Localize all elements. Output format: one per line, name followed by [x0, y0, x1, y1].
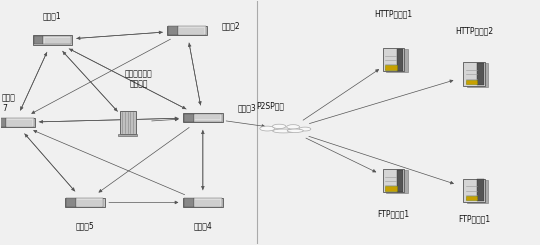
FancyBboxPatch shape [167, 26, 207, 35]
FancyBboxPatch shape [385, 186, 397, 191]
Text: P2SP网络: P2SP网络 [256, 101, 285, 110]
FancyBboxPatch shape [477, 63, 484, 85]
Ellipse shape [272, 124, 286, 129]
FancyBboxPatch shape [386, 49, 408, 72]
FancyBboxPatch shape [0, 118, 35, 127]
FancyBboxPatch shape [383, 169, 404, 192]
FancyBboxPatch shape [383, 48, 404, 71]
FancyBboxPatch shape [465, 80, 477, 84]
FancyBboxPatch shape [463, 62, 485, 86]
Text: 客户端3: 客户端3 [238, 103, 256, 112]
Ellipse shape [299, 127, 311, 131]
Text: FTP服务器1: FTP服务器1 [458, 215, 490, 223]
Ellipse shape [287, 129, 303, 133]
Text: 客户端4: 客户端4 [193, 222, 212, 231]
FancyBboxPatch shape [194, 198, 221, 207]
FancyBboxPatch shape [467, 180, 488, 203]
FancyBboxPatch shape [463, 179, 485, 202]
FancyBboxPatch shape [32, 35, 72, 45]
FancyBboxPatch shape [119, 111, 136, 134]
Text: 客户端5: 客户端5 [75, 222, 94, 231]
FancyBboxPatch shape [385, 65, 397, 70]
Text: 客户端
7: 客户端 7 [2, 93, 16, 113]
FancyBboxPatch shape [386, 170, 408, 193]
FancyBboxPatch shape [183, 113, 222, 122]
FancyBboxPatch shape [168, 26, 178, 35]
FancyBboxPatch shape [6, 118, 33, 127]
FancyBboxPatch shape [0, 118, 6, 127]
Text: HTTP服务器1: HTTP服务器1 [375, 9, 413, 18]
Ellipse shape [260, 126, 275, 131]
Text: 第一台服务器
（种子）: 第一台服务器 （种子） [125, 69, 152, 89]
Text: 客户端1: 客户端1 [43, 12, 62, 21]
FancyBboxPatch shape [43, 36, 71, 44]
FancyBboxPatch shape [66, 198, 76, 207]
FancyBboxPatch shape [184, 113, 194, 122]
FancyBboxPatch shape [397, 49, 403, 71]
FancyBboxPatch shape [467, 63, 488, 87]
FancyBboxPatch shape [183, 197, 222, 207]
FancyBboxPatch shape [76, 198, 104, 207]
FancyBboxPatch shape [65, 197, 105, 207]
FancyBboxPatch shape [184, 198, 194, 207]
Text: HTTP服务器2: HTTP服务器2 [455, 26, 493, 35]
Ellipse shape [273, 129, 294, 133]
FancyBboxPatch shape [194, 113, 221, 122]
FancyBboxPatch shape [33, 36, 43, 44]
FancyBboxPatch shape [118, 134, 137, 136]
FancyBboxPatch shape [178, 26, 206, 35]
Ellipse shape [287, 125, 300, 129]
FancyBboxPatch shape [397, 170, 403, 192]
FancyBboxPatch shape [477, 179, 484, 201]
Text: FTP服务器1: FTP服务器1 [377, 210, 410, 219]
FancyBboxPatch shape [465, 196, 477, 200]
Text: 客户端2: 客户端2 [221, 21, 240, 30]
